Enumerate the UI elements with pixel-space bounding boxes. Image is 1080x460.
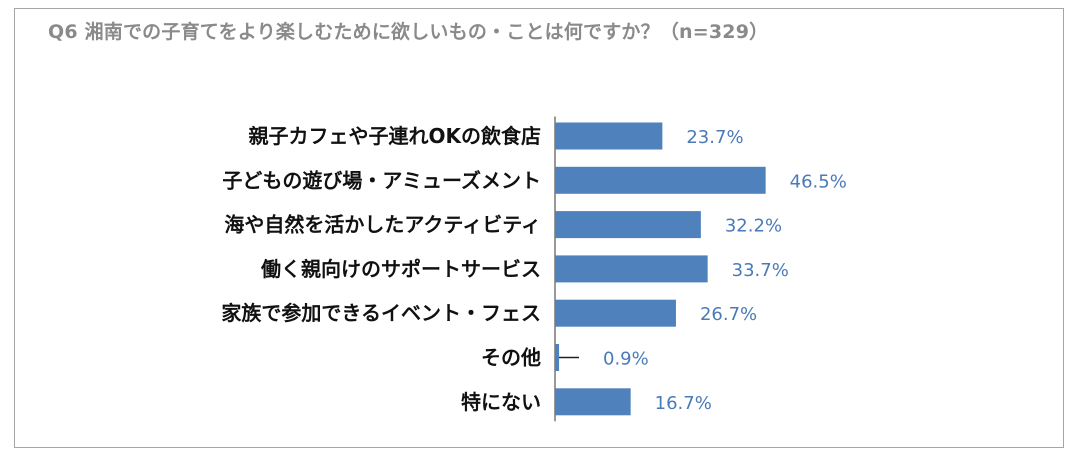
category-label: 家族で参加できるイベント・フェス — [221, 301, 541, 325]
chart-title: Q6 湘南での子育てをより楽しむために欲しいもの・ことは何ですか？（n=329） — [48, 21, 769, 43]
category-label: 海や自然を活かしたアクティビティ — [224, 213, 541, 237]
bar — [555, 122, 663, 150]
data-label: 32.2% — [725, 216, 782, 237]
chart-frame — [14, 8, 1064, 448]
category-label: 特にない — [461, 390, 541, 414]
category-label: 働く親向けのサポートサービス — [260, 257, 541, 281]
bar — [555, 255, 708, 283]
data-label: 23.7% — [686, 127, 743, 148]
data-label: 0.9% — [603, 349, 649, 370]
data-label: 33.7% — [732, 260, 789, 281]
bar — [555, 211, 701, 239]
bar — [555, 388, 631, 416]
category-label: 子どもの遊び場・アミューズメント — [222, 168, 541, 192]
category-label: その他 — [481, 346, 541, 370]
category-label: 親子カフェや子連れOKの飲食店 — [249, 124, 542, 148]
bar — [555, 299, 676, 327]
data-label: 26.7% — [700, 304, 757, 325]
data-label: 16.7% — [655, 393, 712, 414]
data-label: 46.5% — [790, 171, 847, 192]
bar — [555, 344, 560, 371]
bar — [555, 166, 766, 194]
